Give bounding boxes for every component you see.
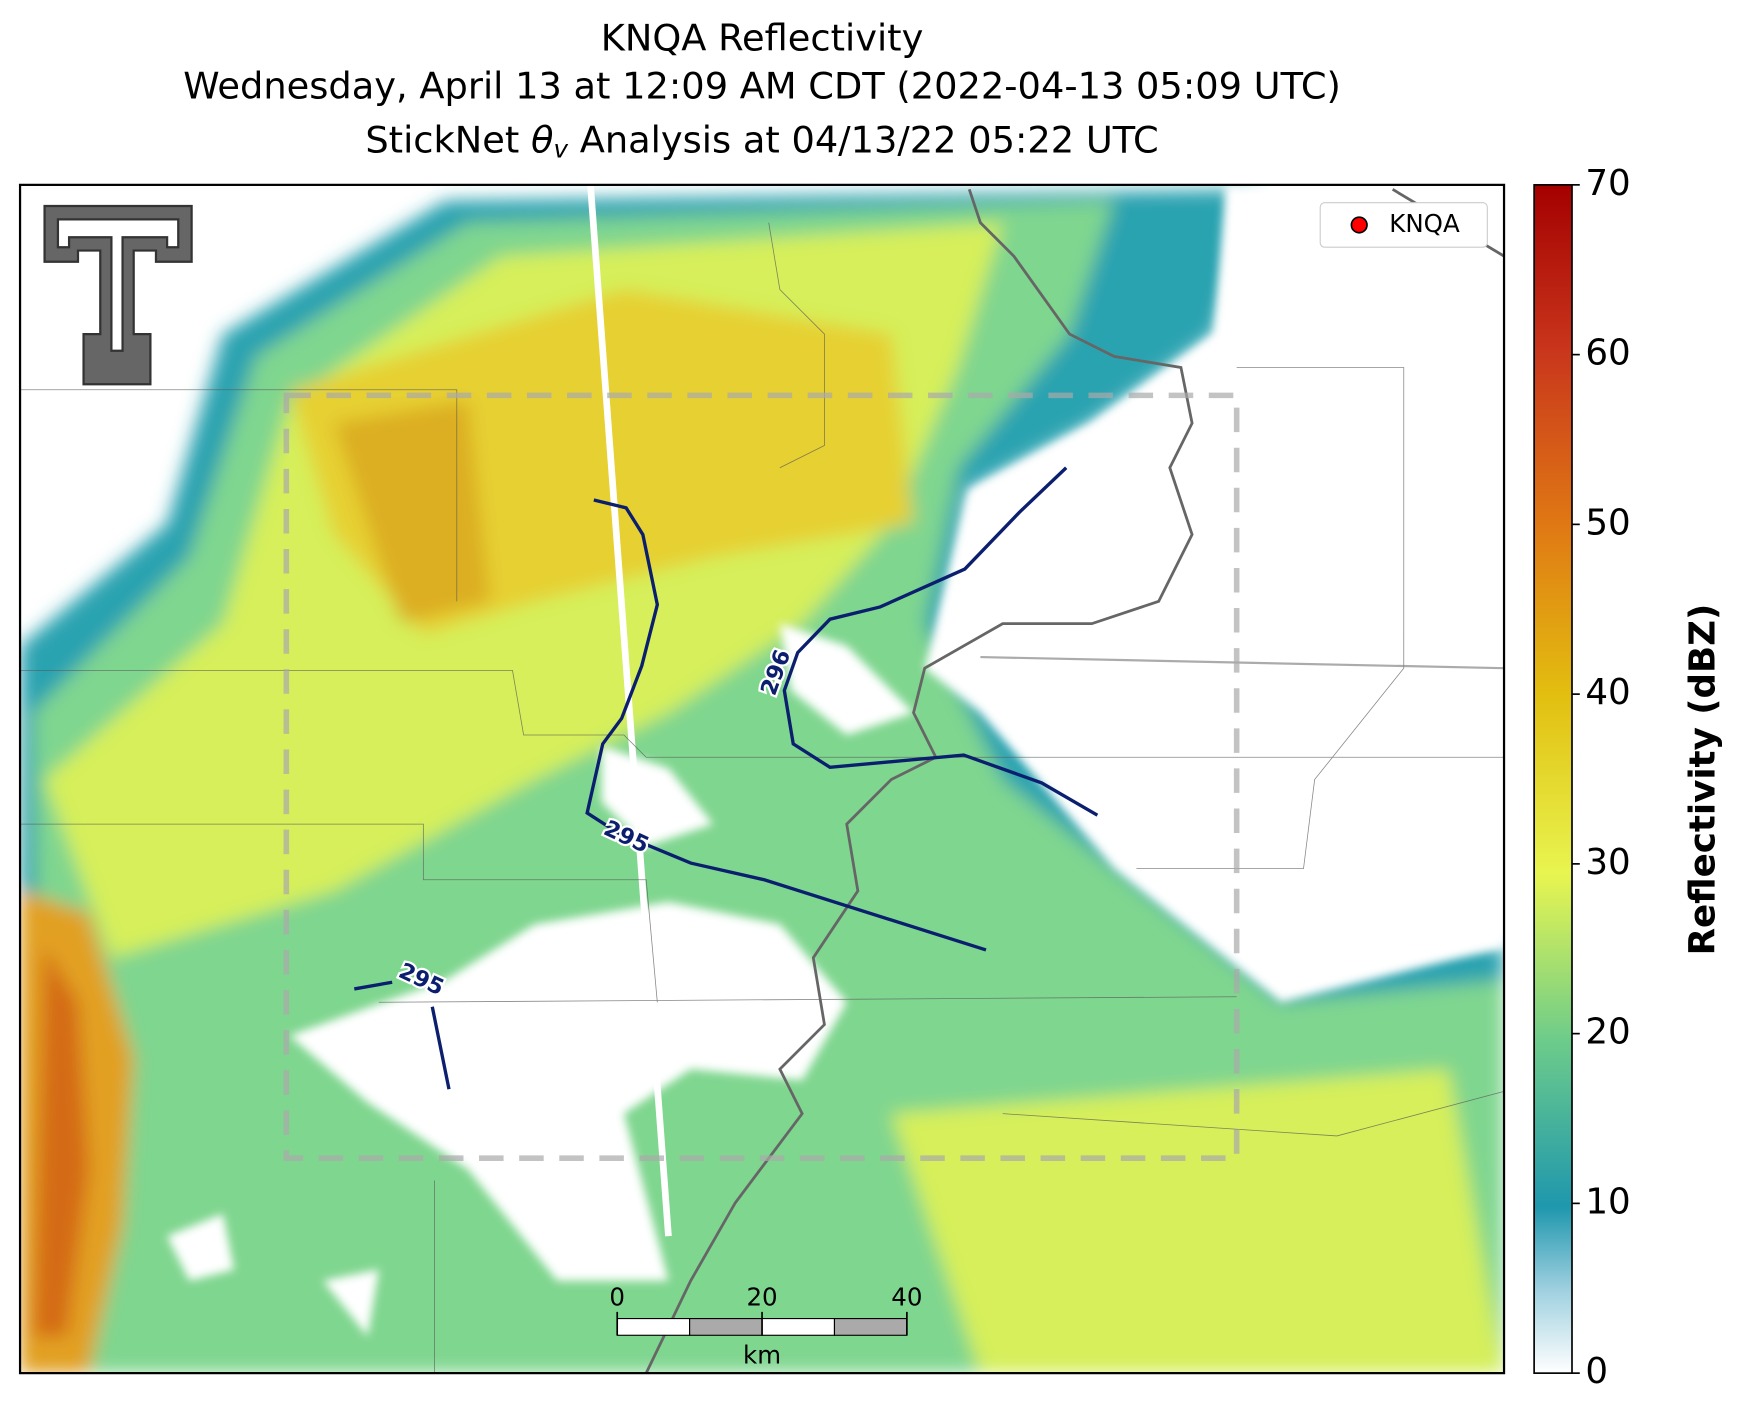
scale-segment	[761, 1318, 836, 1336]
legend: KNQA	[1319, 202, 1488, 248]
map-frame	[18, 183, 1506, 1375]
scale-segment	[616, 1318, 691, 1336]
logo	[43, 204, 193, 386]
scale-segment	[689, 1318, 763, 1336]
scale-unit: km	[743, 1340, 781, 1369]
scale-segment	[833, 1318, 908, 1336]
colorbar-tick-label: 10	[1585, 1181, 1630, 1222]
contour-line	[585, 498, 987, 952]
scale-tick-label: 0	[609, 1283, 625, 1312]
scale-tick-label: 20	[746, 1283, 777, 1312]
colorbar-tick-label: 50	[1585, 502, 1630, 543]
title-line: KNQA Reflectivity	[601, 17, 924, 60]
title-text: Analysis at 04/13/22 05:22 UTC	[568, 118, 1159, 161]
colorbar-bar	[1533, 184, 1573, 1374]
title-line: StickNet θv Analysis at 04/13/22 05:22 U…	[365, 118, 1158, 163]
scale-bar: 0 20 40 km	[609, 1283, 922, 1370]
colorbar-tick-label: 70	[1585, 163, 1630, 204]
analysis-domain	[283, 392, 1240, 1161]
contour-line	[430, 1006, 451, 1090]
colorbar-tick-label: 40	[1585, 672, 1630, 713]
colorbar-tick-label: 20	[1585, 1012, 1630, 1053]
legend-label: KNQA	[1389, 209, 1460, 238]
colorbar-tick-label: 30	[1585, 842, 1630, 883]
scale-tick-label: 40	[891, 1283, 922, 1312]
title-symbol: θ	[531, 118, 553, 161]
legend-marker	[1350, 216, 1368, 234]
contour-line	[353, 980, 393, 991]
title-line: Wednesday, April 13 at 12:09 AM CDT (202…	[183, 64, 1341, 107]
contour-line	[782, 466, 1099, 817]
colorbar-tick-label: 0	[1585, 1351, 1608, 1392]
legend-box	[1319, 202, 1488, 248]
title-text: StickNet	[365, 118, 531, 161]
colorbar-tick-label: 60	[1585, 333, 1630, 374]
colorbar: 0 10 20 30 40 50 60 70 Reflectivity (dBZ)	[1533, 163, 1724, 1392]
title-subscript: v	[554, 134, 569, 163]
radar-field	[20, 184, 1505, 1374]
colorbar-label: Reflectivity (dBZ)	[1683, 604, 1724, 956]
